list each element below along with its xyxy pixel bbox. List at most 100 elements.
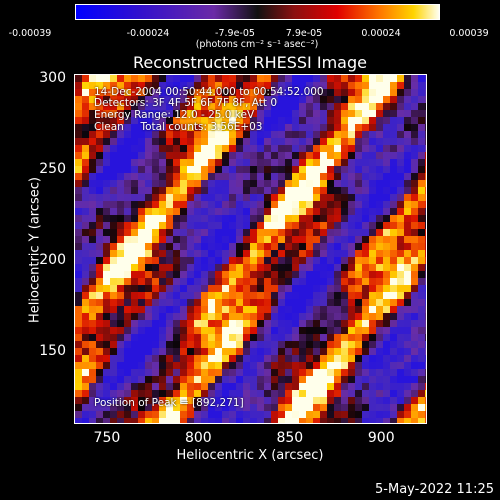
heatmap-cell [75,236,82,243]
heatmap-cell [243,89,250,96]
colorbar [75,4,440,20]
heatmap-cell [285,404,292,411]
heatmap-cell [236,89,243,96]
heatmap-cell [418,341,425,348]
heatmap-cell [194,299,201,306]
heatmap-cell [397,250,404,257]
heatmap-cell [390,278,397,285]
heatmap-cell [334,313,341,320]
heatmap-cell [103,341,110,348]
heatmap-cell [264,341,271,348]
heatmap-cell [341,159,348,166]
heatmap-cell [355,117,362,124]
heatmap-cell [376,208,383,215]
heatmap-cell [208,173,215,180]
heatmap-cell [124,348,131,355]
heatmap-cell [208,376,215,383]
heatmap-cell [327,348,334,355]
heatmap-cell [306,138,313,145]
heatmap-cell [222,292,229,299]
heatmap-cell [411,180,418,187]
heatmap-cell [117,257,124,264]
heatmap-cell [411,404,418,411]
heatmap-cell [355,418,362,423]
heatmap-cell [96,341,103,348]
heatmap-cell [390,383,397,390]
heatmap-cell [348,138,355,145]
heatmap-cell [229,75,236,82]
heatmap-cell [278,278,285,285]
heatmap-cell [138,215,145,222]
heatmap-cell [341,334,348,341]
heatmap-cell [390,397,397,404]
heatmap-cell [404,110,411,117]
heatmap-cell [264,229,271,236]
heatmap-cell [159,327,166,334]
heatmap-cell [208,250,215,257]
heatmap-cell [369,187,376,194]
heatmap-cell [369,320,376,327]
heatmap-cell [390,222,397,229]
heatmap-cell [299,285,306,292]
heatmap-cell [313,390,320,397]
heatmap-cell [159,75,166,82]
heatmap-cell [173,166,180,173]
heatmap-cell [159,89,166,96]
heatmap-cell [194,215,201,222]
x-axis-label: Heliocentric X (arcsec) [176,448,324,463]
heatmap-cell [341,194,348,201]
heatmap-cell [285,257,292,264]
heatmap-cell [376,278,383,285]
heatmap-cell [208,271,215,278]
heatmap-cell [306,89,313,96]
heatmap-cell [397,236,404,243]
heatmap-cell [166,341,173,348]
heatmap-cell [180,180,187,187]
heatmap-cell [334,152,341,159]
heatmap-cell [173,187,180,194]
heatmap-cell [390,292,397,299]
heatmap-cell [278,390,285,397]
heatmap-cell [229,96,236,103]
heatmap-cell [159,215,166,222]
heatmap-cell [411,250,418,257]
heatmap-cell [166,306,173,313]
heatmap-cell [362,201,369,208]
heatmap-cell [355,327,362,334]
heatmap-cell [271,145,278,152]
heatmap-cell [166,180,173,187]
heatmap-cell [404,348,411,355]
heatmap-cell [334,173,341,180]
heatmap-cell [173,173,180,180]
heatmap-cell [138,278,145,285]
heatmap-cell [320,418,327,423]
heatmap-cell [383,159,390,166]
heatmap-cell [215,201,222,208]
heatmap-cell [82,82,89,89]
heatmap-cell [334,418,341,423]
heatmap-cell [117,369,124,376]
heatmap-cell [397,208,404,215]
heatmap-cell [208,278,215,285]
heatmap-cell [236,159,243,166]
heatmap-cell [215,383,222,390]
heatmap-cell [320,264,327,271]
heatmap-cell [397,292,404,299]
heatmap-cell [327,418,334,423]
heatmap-cell [145,285,152,292]
heatmap-cell [278,285,285,292]
heatmap-cell [376,145,383,152]
heatmap-cell [397,376,404,383]
heatmap-cell [222,299,229,306]
heatmap-cell [299,404,306,411]
heatmap-cell [362,306,369,313]
heatmap-cell [166,348,173,355]
heatmap-cell [138,376,145,383]
heatmap-cell [152,411,159,418]
heatmap-cell [341,278,348,285]
heatmap-cell [145,243,152,250]
heatmap-cell [425,180,426,187]
heatmap-cell [215,376,222,383]
heatmap-cell [166,187,173,194]
heatmap-cell [187,355,194,362]
